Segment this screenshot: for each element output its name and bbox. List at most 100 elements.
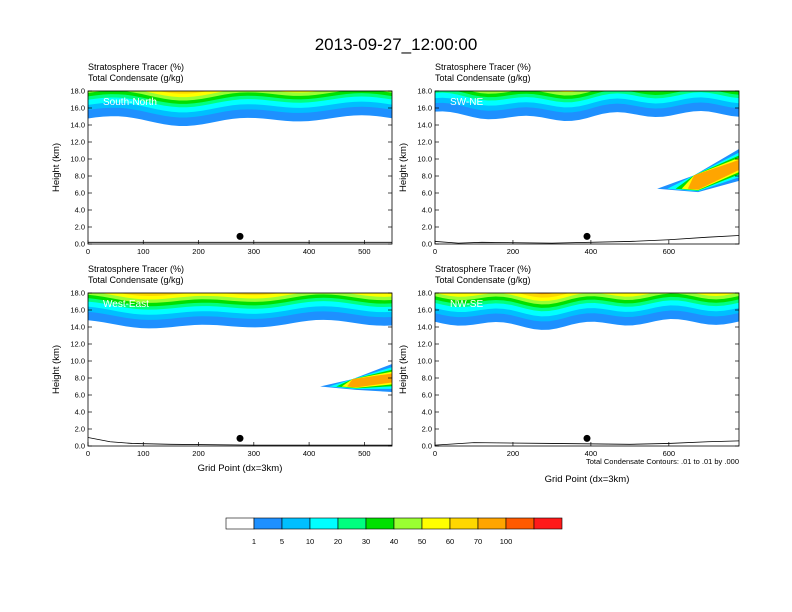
colorbar-label: 30 [362,537,370,546]
figure-title: 2013-09-27_12:00:00 [315,35,478,54]
y-tick-label: 0.0 [75,442,85,451]
y-tick-label: 12.0 [70,340,85,349]
plot-frame [87,292,393,447]
tracer-band [100,293,392,300]
colorbar-swatch [421,517,451,530]
colorbar-swatch [253,517,283,530]
tracer-intrusion [347,373,392,388]
x-tick-label: 100 [137,247,150,256]
condensate-label: Total Condensate (g/kg) [88,275,184,285]
x-tick-label: 0 [86,449,90,458]
y-axis-label: Height (km) [398,143,409,192]
colorbar-label: 50 [418,537,426,546]
y-tick-label: 8.0 [422,172,432,181]
y-tick-label: 4.0 [75,206,85,215]
panel-label: SW-NE [450,97,483,108]
panel-south-north: Stratosphere Tracer (%)Total Condensate … [51,62,393,256]
y-tick-label: 4.0 [75,408,85,417]
y-tick-label: 16.0 [417,104,432,113]
y-tick-label: 16.0 [417,306,432,315]
tracer-label: Stratosphere Tracer (%) [88,62,184,72]
y-tick-label: 8.0 [422,374,432,383]
y-tick-label: 0.0 [75,240,85,249]
panel-sw-ne: Stratosphere Tracer (%)Total Condensate … [398,62,740,256]
colorbar-swatch [477,517,507,530]
y-tick-label: 12.0 [70,138,85,147]
y-tick-label: 14.0 [417,121,432,130]
condensate-label: Total Condensate (g/kg) [435,275,531,285]
tracer-label: Stratosphere Tracer (%) [435,264,531,274]
y-tick-label: 6.0 [422,189,432,198]
y-tick-label: 16.0 [70,306,85,315]
x-tick-label: 0 [433,449,437,458]
x-tick-label: 500 [358,247,371,256]
tracer-band [88,284,392,293]
y-tick-label: 18.0 [70,87,85,96]
plot-frame [87,90,393,245]
colorbar-label: 60 [446,537,454,546]
y-tick-label: 4.0 [422,408,432,417]
condensate-label: Total Condensate (g/kg) [88,73,184,83]
tracer-band [555,91,580,93]
y-tick-label: 2.0 [75,223,85,232]
colorbar-swatch [393,517,423,530]
x-tick-label: 300 [248,247,261,256]
x-axis-label-left: Grid Point (dx=3km) [198,463,283,474]
panel-west-east: Stratosphere Tracer (%)Total Condensate … [51,264,393,458]
x-tick-label: 0 [86,247,90,256]
terrain-line [435,440,739,446]
tracer-band [454,293,633,298]
tracer-band [119,293,392,297]
x-tick-label: 0 [433,247,437,256]
x-tick-label: 400 [585,449,598,458]
y-tick-label: 10.0 [417,155,432,164]
x-tick-label: 600 [663,247,676,256]
y-axis-label: Height (km) [51,143,62,192]
condensate-label: Total Condensate (g/kg) [435,73,531,83]
colorbar-label: 10 [306,537,314,546]
y-tick-label: 10.0 [417,357,432,366]
y-tick-label: 12.0 [417,138,432,147]
y-tick-label: 16.0 [70,104,85,113]
colorbar-swatch [281,517,311,530]
colorbar-label: 100 [500,537,513,546]
panel-label: West-East [103,299,149,310]
y-tick-label: 6.0 [75,391,85,400]
y-tick-label: 0.0 [422,442,432,451]
y-tick-label: 14.0 [417,323,432,332]
y-tick-label: 12.0 [417,340,432,349]
panel-nw-se: Stratosphere Tracer (%)Total Condensate … [398,264,740,458]
x-tick-label: 400 [585,247,598,256]
contour-note: Total Condensate Contours: .01 to .01 by… [586,457,739,466]
y-tick-label: 10.0 [70,357,85,366]
y-tick-label: 14.0 [70,121,85,130]
colorbar: 1 5 10 20 30 40 50 60 70 100 [225,517,563,546]
colorbar-swatch [337,517,367,530]
y-axis-label: Height (km) [398,345,409,394]
colorbar-swatch [365,517,395,530]
panel-label: South-North [103,97,157,108]
x-tick-label: 100 [137,449,150,458]
y-tick-label: 4.0 [422,206,432,215]
y-tick-label: 18.0 [417,289,432,298]
tracer-band [470,91,739,96]
y-tick-label: 18.0 [70,289,85,298]
tracer-band [158,91,208,94]
colorbar-swatch [533,517,563,530]
colorbar-label: 40 [390,537,398,546]
x-axis-label-right: Grid Point (dx=3km) [545,474,630,485]
y-tick-label: 0.0 [422,240,432,249]
location-marker [583,232,591,240]
y-tick-label: 2.0 [422,425,432,434]
panel-label: NW-SE [450,299,483,310]
y-tick-label: 18.0 [417,87,432,96]
x-tick-label: 200 [507,449,520,458]
y-tick-label: 2.0 [75,425,85,434]
plot-frame [434,292,740,447]
y-tick-label: 8.0 [75,172,85,181]
tracer-band [456,91,739,99]
y-tick-label: 10.0 [70,155,85,164]
tracer-label: Stratosphere Tracer (%) [435,62,531,72]
y-tick-label: 14.0 [70,323,85,332]
